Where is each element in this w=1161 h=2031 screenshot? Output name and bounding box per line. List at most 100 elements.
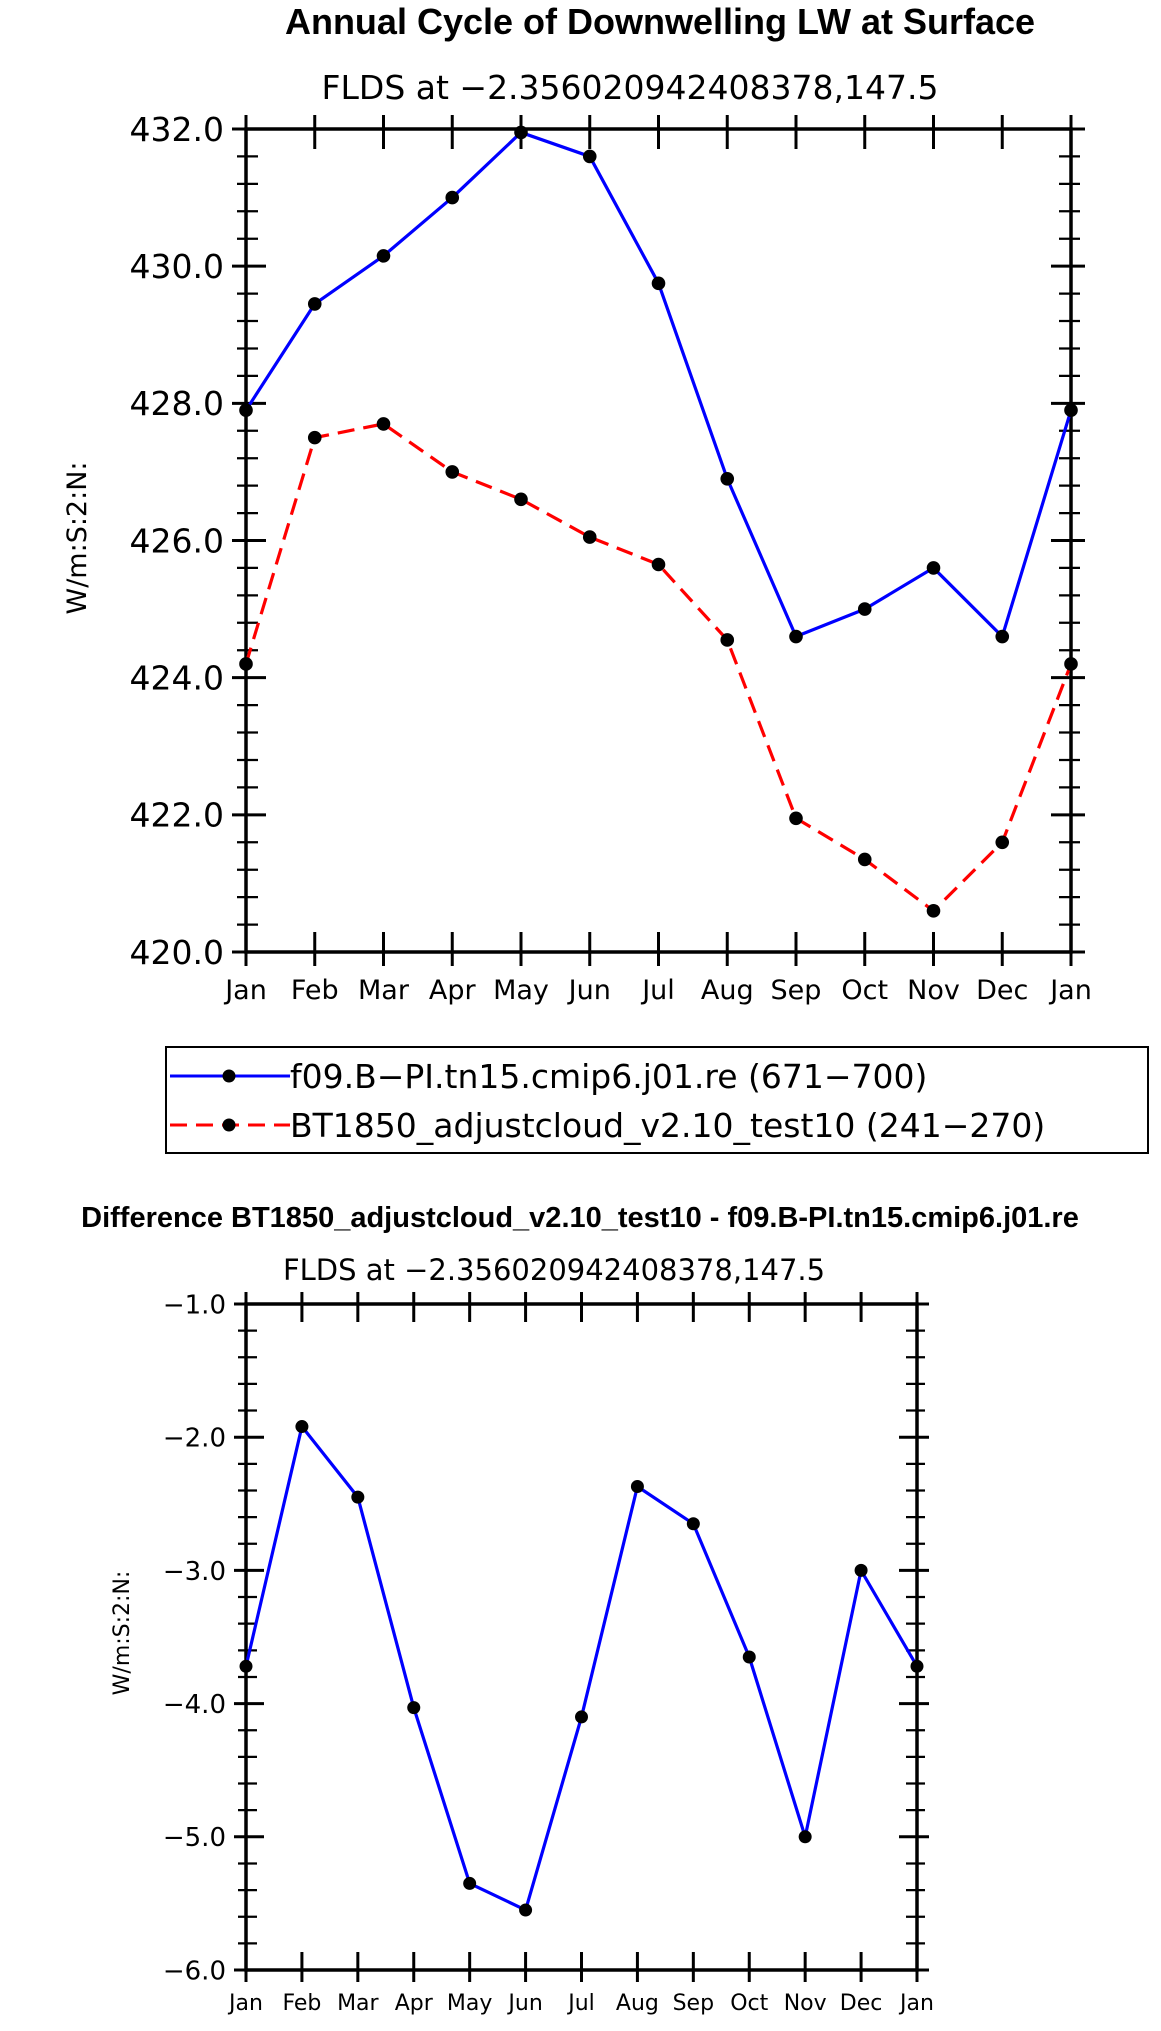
- data-point: [1064, 403, 1078, 417]
- data-point: [720, 633, 735, 647]
- data-point: [376, 417, 391, 431]
- data-point: [445, 190, 460, 205]
- x-tick-label: Aug: [701, 975, 754, 1006]
- x-tick-label: Aug: [616, 1991, 659, 2016]
- x-tick-label: May: [493, 975, 549, 1006]
- x-tick-label: Feb: [291, 975, 339, 1006]
- chart-difference: Difference BT1850_adjustcloud_v2.10_test…: [81, 1202, 1079, 2016]
- data-point: [742, 1650, 756, 1664]
- chart-1-subtitle: FLDS at −2.356020942408378,147.5: [322, 68, 939, 107]
- chart-1-ylabel: W/m:S:2:N:: [62, 462, 93, 615]
- data-point: [857, 852, 872, 867]
- data-point: [789, 629, 803, 644]
- y-tick-label: 432.0: [130, 110, 224, 149]
- data-point: [995, 629, 1010, 644]
- x-tick-label: Jun: [506, 1991, 542, 2016]
- y-tick-label: −6.0: [163, 1956, 226, 1986]
- data-point: [239, 657, 253, 671]
- data-point: [463, 1876, 477, 1890]
- x-tick-label: Apr: [429, 975, 477, 1006]
- chart-2-plot-area: −6.0 −5.0 −4.0 −3.0 −2.0 −1.0 Jan Feb Mar Apr May J…: [163, 1290, 934, 2016]
- x-tick-label: Jan: [223, 975, 267, 1006]
- data-point: [926, 561, 941, 575]
- chart-2-subtitle: FLDS at −2.356020942408378,147.5: [283, 1253, 825, 1287]
- plot-frame: [244, 127, 1073, 954]
- legend-marker-1: [222, 1069, 236, 1083]
- data-point: [789, 811, 803, 826]
- data-point: [630, 1479, 644, 1493]
- x-tick-label: Jul: [566, 1991, 595, 2016]
- x-tick-label: Nov: [907, 975, 960, 1006]
- y-tick-label: 422.0: [130, 796, 224, 835]
- data-point: [376, 249, 391, 263]
- data-point: [686, 1517, 700, 1531]
- legend-entry-1: f09.B−PI.tn15.cmip6.j01.re (671−700): [170, 1057, 927, 1096]
- chart-1-legend: f09.B−PI.tn15.cmip6.j01.re (671−700) BT1…: [165, 1046, 1149, 1154]
- data-point: [519, 1903, 533, 1917]
- x-tick-label: Sep: [673, 1991, 714, 2016]
- x-tick-label: Jan: [227, 1991, 263, 2016]
- data-point: [514, 492, 528, 507]
- x-tick-label: Jan: [898, 1991, 934, 2016]
- y-tick-label: 428.0: [130, 384, 224, 423]
- y-tick-label: −4.0: [163, 1690, 226, 1720]
- y-tick-label: −5.0: [163, 1823, 226, 1853]
- legend-box: [165, 1046, 1149, 1154]
- y-tick-label: −3.0: [163, 1557, 226, 1587]
- x-tick-label: Dec: [976, 975, 1028, 1006]
- y-tick-label: 426.0: [130, 521, 224, 560]
- data-point: [307, 430, 322, 445]
- data-point: [720, 471, 735, 486]
- data-point: [651, 557, 666, 572]
- x-tick-label: Mar: [337, 1991, 379, 2016]
- y-tick-label: −1.0: [163, 1290, 226, 1320]
- data-point: [407, 1701, 421, 1715]
- plot-frame: [244, 1302, 919, 1972]
- data-point: [351, 1490, 365, 1504]
- data-point: [857, 602, 872, 616]
- x-tick-label: Jan: [1048, 975, 1092, 1006]
- data-point: [239, 1659, 253, 1673]
- chart-2-ylabel: W/m:S:2:N:: [110, 1571, 135, 1696]
- data-point: [582, 530, 597, 544]
- data-point: [582, 149, 597, 164]
- x-tick-label: Jun: [567, 975, 611, 1006]
- x-tick-label: Apr: [395, 1991, 434, 2016]
- legend-marker-2: [222, 1118, 236, 1132]
- x-tick-label: Dec: [840, 1991, 883, 2016]
- data-point: [239, 403, 253, 417]
- y-tick-label: −2.0: [163, 1424, 226, 1454]
- x-tick-label: Jul: [640, 975, 675, 1006]
- data-point: [926, 904, 941, 918]
- legend-label-1: f09.B−PI.tn15.cmip6.j01.re (671−700): [290, 1057, 927, 1096]
- chart-2-title: Difference BT1850_adjustcloud_v2.10_test…: [81, 1202, 1079, 1234]
- data-point: [910, 1659, 924, 1673]
- x-tick-label: Mar: [358, 975, 410, 1006]
- legend-label-2: BT1850_adjustcloud_v2.10_test10 (241−270…: [290, 1106, 1045, 1145]
- chart-annual-cycle: Annual Cycle of Downwelling LW at Surfac…: [62, 1, 1149, 1154]
- data-point: [1064, 657, 1078, 671]
- chart-1-plot-area: 420.0 422.0 424.0 426.0 428.0 430.0 432.0 Jan Fe…: [130, 110, 1092, 1006]
- x-tick-label: Feb: [282, 1991, 321, 2016]
- y-tick-label: 424.0: [130, 659, 224, 698]
- x-tick-label: May: [447, 1991, 492, 2016]
- series-line-1: [244, 1424, 919, 1912]
- legend-entry-2: BT1850_adjustcloud_v2.10_test10 (241−270…: [170, 1106, 1045, 1145]
- data-point: [445, 465, 460, 479]
- x-tick-label: Sep: [771, 975, 822, 1006]
- data-point: [798, 1830, 812, 1844]
- chart-1-title: Annual Cycle of Downwelling LW at Surfac…: [285, 1, 1035, 42]
- data-point: [514, 125, 528, 140]
- x-tick-label: Oct: [841, 975, 888, 1006]
- data-point: [995, 835, 1010, 850]
- x-tick-label: Oct: [730, 1991, 768, 2016]
- data-point: [307, 297, 322, 311]
- y-tick-label: 420.0: [130, 933, 224, 972]
- series-line-2: [244, 422, 1073, 913]
- data-point: [295, 1420, 309, 1434]
- data-point: [575, 1710, 588, 1724]
- x-tick-label: Nov: [784, 1991, 827, 2016]
- data-point: [651, 276, 666, 291]
- data-point: [854, 1563, 868, 1577]
